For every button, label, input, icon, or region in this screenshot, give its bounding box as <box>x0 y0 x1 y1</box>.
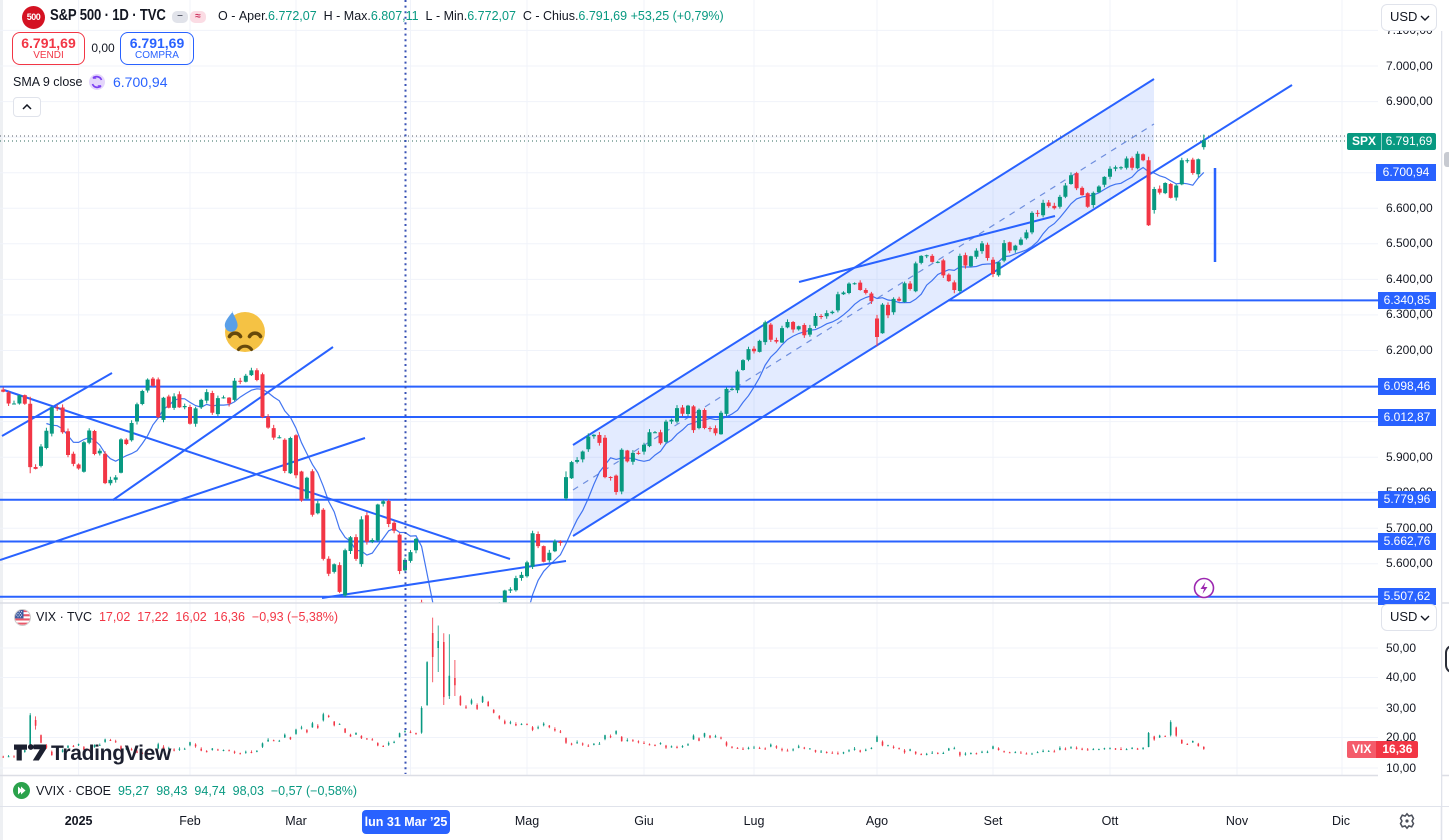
svg-text:TradingView: TradingView <box>51 743 172 765</box>
